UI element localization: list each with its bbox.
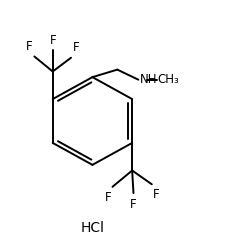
Text: F: F bbox=[49, 34, 56, 47]
Text: F: F bbox=[152, 188, 159, 201]
Text: NH: NH bbox=[139, 73, 157, 86]
Text: F: F bbox=[26, 40, 33, 53]
Text: F: F bbox=[72, 41, 79, 54]
Text: F: F bbox=[130, 197, 136, 211]
Text: CH₃: CH₃ bbox=[157, 73, 179, 86]
Text: HCl: HCl bbox=[80, 220, 104, 234]
Text: F: F bbox=[105, 191, 111, 204]
